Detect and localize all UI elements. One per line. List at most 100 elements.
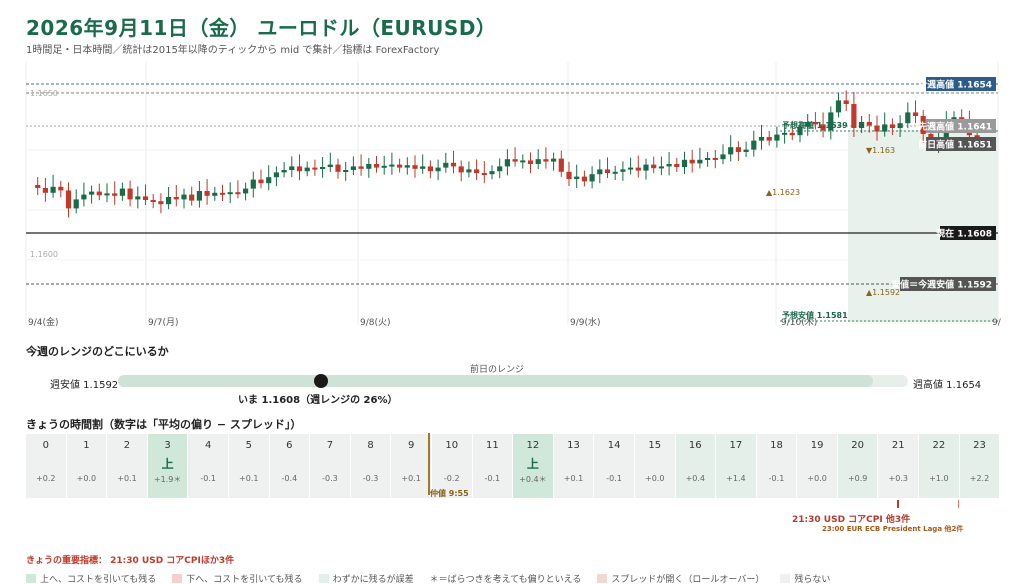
candle-body	[150, 200, 156, 202]
hour-label: 18	[770, 440, 783, 451]
hour-value: +0.4	[685, 474, 706, 483]
legend-item: わずかに残るが誤差	[318, 572, 414, 584]
candle-body	[381, 165, 387, 168]
hour-value: -0.3	[362, 474, 379, 483]
page-subtitle: 1時間足・日本時間／統計は2015年以降のティックから mid で集計／指標は …	[26, 45, 440, 56]
hour-label: 16	[688, 440, 702, 451]
hour-cell: 8 -0.3	[350, 434, 392, 498]
candle-body	[828, 112, 834, 131]
event-tick	[897, 500, 899, 508]
hour-label: 15	[648, 440, 662, 451]
hour-value: -0.1	[768, 474, 785, 483]
candle-body	[497, 166, 503, 172]
hour-cell: 23 +2.2	[959, 434, 1001, 498]
candle-body	[597, 169, 603, 175]
key-indicator-text: きょうの重要指標： 21:30 USD コアCPIほか3件	[26, 556, 235, 566]
mark-up-1592: ▲1.1592	[866, 288, 900, 297]
candle-body	[912, 112, 919, 116]
current-price-badge-bg	[940, 226, 996, 240]
week-high-badge: 今週高値 1.1654	[917, 79, 992, 91]
candle-body	[258, 179, 264, 184]
hour-value: +0.3	[888, 474, 908, 483]
candle-body	[874, 125, 880, 132]
candle-body	[566, 171, 572, 179]
candle-body	[889, 124, 895, 128]
hour-value: +0.1	[563, 474, 584, 483]
candle-body	[350, 166, 356, 170]
candle-body	[774, 134, 780, 141]
candle-body	[450, 162, 457, 167]
candle-body	[189, 194, 195, 201]
candle-body	[651, 164, 657, 169]
candle-body	[735, 147, 741, 152]
event-label-cpi: 21:30 USD コアCPI 他3件	[792, 515, 911, 525]
hour-grid: 0 +0.2 1 +0.0 2 +0.1 3 上 +1.9＊ 4 -0.1 5 +0.1 6 -0.4 7 -0…	[26, 434, 1001, 498]
candle-body	[859, 122, 865, 128]
candle-body	[835, 100, 842, 113]
hour-label: 21	[891, 440, 905, 451]
candle-body	[289, 166, 295, 170]
candle-body	[658, 166, 664, 169]
candle-body	[227, 192, 233, 195]
hour-cell: 14 -0.1	[594, 434, 635, 498]
hour-label: 9	[407, 440, 415, 451]
hour-cell: 13 +0.1	[553, 434, 595, 498]
hour-cell: 7 -0.3	[310, 434, 351, 498]
prev-day-high-badge: 前日高値 1.1651	[918, 139, 992, 151]
mark-down-1631: ▼1.163	[866, 146, 895, 155]
hour-value: +0.0	[76, 474, 97, 483]
candle-body	[866, 122, 872, 126]
hour-cell: 16 +0.4	[675, 434, 717, 498]
hour-cell: 1 +0.0	[66, 434, 108, 498]
hour-value: +0.0	[644, 474, 665, 483]
candle-body	[466, 169, 472, 173]
mark-up-1623: ▲1.1623	[766, 188, 800, 197]
forecast-high-label: 予想高値 1.1639	[782, 120, 848, 130]
candle-body	[420, 166, 426, 169]
candle-body	[797, 126, 803, 136]
candle-body	[212, 192, 218, 196]
candle-body	[58, 186, 64, 191]
hour-value: -0.1	[606, 474, 622, 483]
candle-body	[589, 174, 595, 182]
day-label: 9/	[992, 318, 1002, 328]
hour-cell: 5 +0.1	[228, 434, 270, 498]
candle-body	[635, 167, 641, 171]
candle-body	[81, 194, 87, 200]
hour-label: 5	[245, 440, 252, 451]
week-low-badge: 安値＝今週安値 1.1592	[891, 279, 992, 291]
candle-body	[581, 176, 587, 182]
candle-body	[504, 159, 510, 167]
candle-body	[142, 196, 149, 200]
candle-body	[520, 160, 526, 163]
candle-body	[458, 166, 464, 173]
hour-value: -0.2	[443, 474, 460, 483]
candle-body	[135, 196, 141, 200]
prev-week-high-badge-bg	[926, 119, 996, 133]
hour-label: 20	[851, 440, 865, 451]
candle-body	[820, 124, 826, 131]
legend-swatch	[318, 574, 329, 583]
candle-body	[35, 185, 41, 188]
legend-label: スプレッドが開く（ロールオーバー）	[611, 575, 765, 584]
hour-cell: 21 +0.3	[878, 434, 920, 498]
candle-body	[435, 167, 441, 172]
candle-body	[543, 159, 549, 162]
legend-label: 下へ、コストを引いても残る	[186, 575, 303, 584]
candle-body	[73, 199, 79, 209]
candle-body	[474, 169, 480, 173]
page-title: 2026年9月11日（金） ユーロドル（EURUSD）	[26, 16, 497, 40]
legend-item: ＊＝ばらつきを考えても偏りといえる	[430, 572, 582, 584]
candle-body	[712, 158, 718, 160]
candle-body	[535, 159, 541, 164]
hour-value: +0.9	[847, 474, 868, 483]
candle-body	[551, 158, 557, 162]
candle-body	[112, 193, 118, 196]
prev-day-range-bar	[118, 375, 873, 387]
candle-body	[527, 160, 534, 164]
hour-cell: 15 +0.0	[634, 434, 676, 498]
hour-cell: 0 +0.2	[26, 434, 67, 498]
y-tick-label: 1.1600	[30, 250, 58, 259]
candle-body	[443, 162, 449, 168]
hour-label: 17	[729, 440, 743, 451]
